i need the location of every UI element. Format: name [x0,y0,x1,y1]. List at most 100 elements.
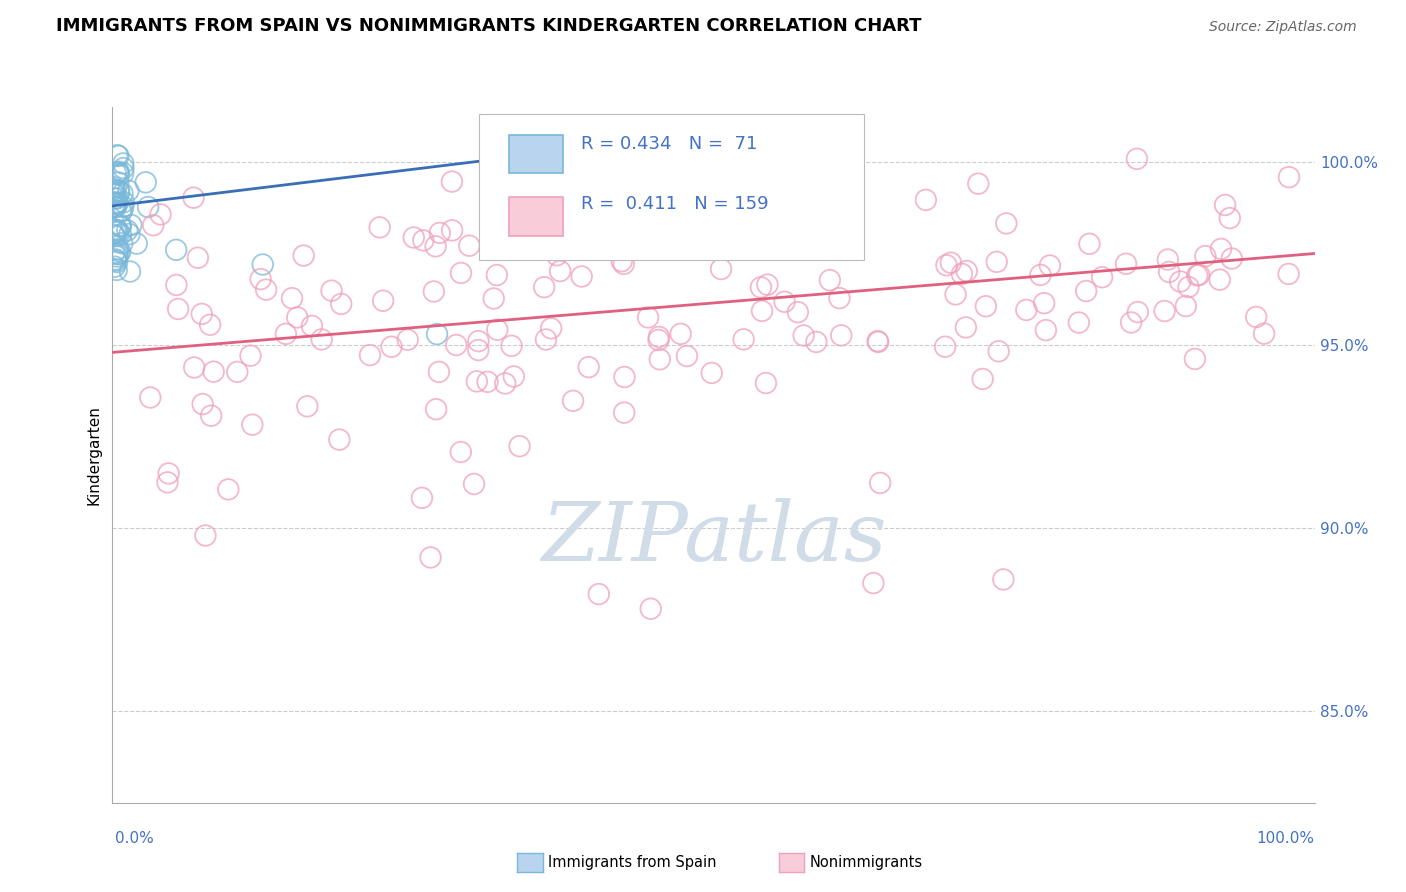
Point [681,164,703,178]
Point [107,242,129,256]
Point [105,223,128,237]
Point [105,225,128,239]
Point [107,176,129,190]
Point [467,334,489,348]
Point [165,243,187,257]
Point [105,195,128,210]
Point [441,223,464,237]
Point [249,272,271,286]
Point [502,226,524,240]
Point [311,333,333,347]
Point [592,198,614,212]
Point [1126,305,1149,319]
Point [830,328,852,343]
Point [111,186,134,201]
Point [110,219,132,234]
Point [1126,152,1149,166]
Point [371,293,394,308]
Point [226,365,249,379]
Point [546,248,568,262]
Point [165,277,187,292]
Point [862,576,884,591]
Point [107,149,129,163]
Point [112,156,135,170]
FancyBboxPatch shape [509,135,564,173]
Point [112,200,135,214]
Text: Nonimmigrants: Nonimmigrants [810,855,922,870]
Point [1174,299,1197,313]
Point [103,227,125,242]
FancyBboxPatch shape [509,197,564,235]
Point [105,197,128,211]
Point [1177,280,1199,294]
Point [610,254,633,268]
Point [458,238,481,252]
Point [1219,211,1241,225]
Point [328,433,350,447]
Point [110,204,132,219]
Text: R = 0.434   N =  71: R = 0.434 N = 71 [581,135,758,153]
Point [139,391,162,405]
Point [446,338,468,352]
Point [105,191,128,205]
Point [773,294,796,309]
Point [828,291,851,305]
Point [104,187,127,202]
Point [183,191,205,205]
Point [1157,252,1180,267]
Point [806,334,828,349]
Point [793,328,815,343]
Point [301,318,323,333]
Point [485,268,508,282]
Point [1029,268,1052,282]
Point [866,334,889,348]
Point [423,285,446,299]
Point [647,333,669,347]
Point [477,375,499,389]
Point [720,238,742,252]
Point [194,528,217,542]
Point [955,320,977,334]
Point [108,183,131,197]
Point [494,376,516,391]
Point [105,198,128,212]
Point [482,292,505,306]
Point [450,266,472,280]
Point [1067,316,1090,330]
Point [368,220,391,235]
Text: R =  0.411   N = 159: R = 0.411 N = 159 [581,195,769,213]
Point [786,305,808,319]
Point [972,372,994,386]
Point [950,267,973,281]
Point [463,477,485,491]
Point [136,200,159,214]
Point [1035,323,1057,337]
Point [669,326,692,341]
Point [804,220,827,235]
Point [613,406,636,420]
Point [429,226,451,240]
Point [993,573,1015,587]
Point [105,255,128,269]
Point [104,192,127,206]
Point [1039,259,1062,273]
Point [191,307,214,321]
Point [627,147,650,161]
Point [755,376,778,390]
Point [486,323,509,337]
Point [240,417,263,432]
Point [501,339,523,353]
Point [110,244,132,259]
Point [110,219,132,234]
Point [1187,268,1209,283]
Text: Source: ZipAtlas.com: Source: ZipAtlas.com [1209,21,1357,34]
Point [112,195,135,210]
Point [637,310,659,325]
Point [818,273,841,287]
Text: ZIPatlas: ZIPatlas [541,499,886,578]
Point [640,601,662,615]
Point [1244,310,1267,324]
Point [987,344,1010,359]
Point [107,225,129,239]
Point [426,327,449,342]
